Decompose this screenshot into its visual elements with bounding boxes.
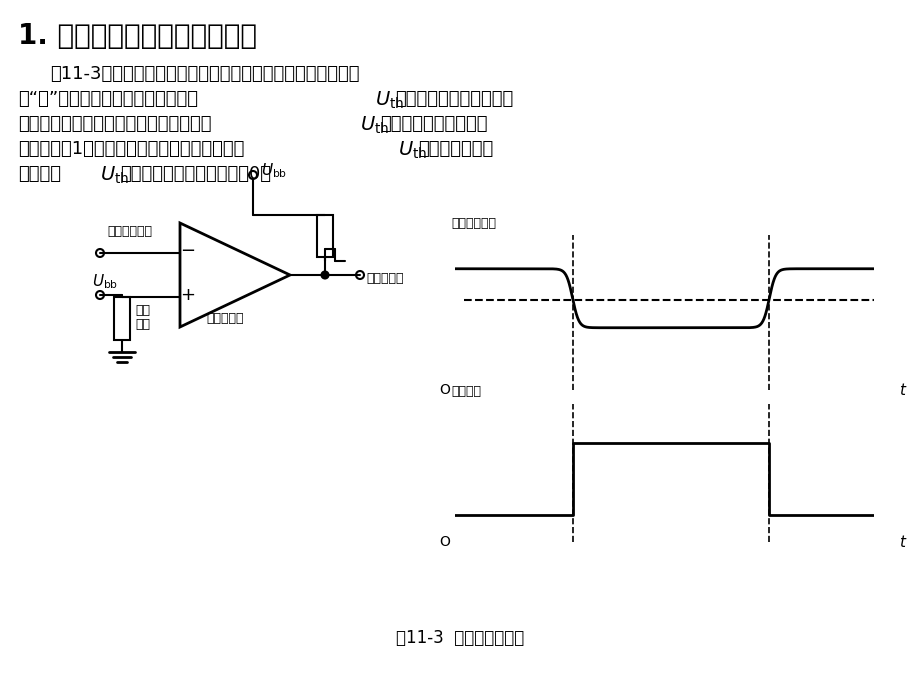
Circle shape — [321, 271, 328, 279]
Text: 时，比较器的输出为高: 时，比较器的输出为高 — [380, 115, 487, 133]
Text: 电平，即为1；当光电信号的幅値低于阈値电位: 电平，即为1；当光电信号的幅値低于阈値电位 — [18, 140, 244, 158]
Text: 单元光电信号: 单元光电信号 — [450, 217, 495, 230]
Text: 单元光电信号: 单元光电信号 — [107, 225, 152, 238]
Text: $U_{\rm th}$: $U_{\rm th}$ — [359, 115, 389, 137]
Text: 电平: 电平 — [135, 319, 150, 331]
Text: O: O — [439, 383, 450, 397]
Bar — [114, 297, 130, 340]
Text: $t$: $t$ — [898, 533, 906, 550]
Text: 二値化输出: 二値化输出 — [366, 273, 403, 286]
Text: $U_{\rm bb}$: $U_{\rm bb}$ — [261, 161, 287, 180]
Text: O: O — [439, 535, 450, 549]
Text: 二値输出: 二値输出 — [450, 386, 481, 398]
Text: $U_{\rm th}$: $U_{\rm th}$ — [375, 90, 403, 111]
Text: −: − — [180, 242, 196, 260]
Text: 的“－”输入端接能够调整的固定电位: 的“－”输入端接能够调整的固定电位 — [18, 90, 198, 108]
Text: $U_{\rm bb}$: $U_{\rm bb}$ — [92, 273, 118, 291]
Text: $U_{\rm th}$: $U_{\rm th}$ — [398, 140, 426, 161]
Bar — [317, 215, 333, 257]
Text: 图11-3为典型的固定阈値法二値化处理电路。图中电压比较器: 图11-3为典型的固定阈値法二値化处理电路。图中电压比较器 — [50, 65, 359, 83]
Text: 时，不管其値如: 时，不管其値如 — [417, 140, 493, 158]
Text: 何接近于: 何接近于 — [18, 165, 61, 183]
Text: 。由电压比较器的特性可: 。由电压比较器的特性可 — [394, 90, 513, 108]
Text: ，其输出都为低电平，即为0。: ，其输出都为低电平，即为0。 — [119, 165, 271, 183]
Text: $U_{\rm th}$: $U_{\rm th}$ — [100, 165, 129, 186]
Text: +: + — [180, 286, 196, 304]
Text: $t$: $t$ — [898, 382, 906, 398]
Text: 电压比较器: 电压比较器 — [206, 313, 244, 326]
Text: 1. 固定阈値法二値化处理电路: 1. 固定阈値法二値化处理电路 — [18, 22, 256, 50]
Text: 阈値: 阈値 — [135, 304, 150, 317]
Text: 知，当输入光电信号的幅値高于固定电位: 知，当输入光电信号的幅値高于固定电位 — [18, 115, 211, 133]
Text: 图11-3  固定阈値二値化: 图11-3 固定阈値二値化 — [395, 629, 524, 647]
